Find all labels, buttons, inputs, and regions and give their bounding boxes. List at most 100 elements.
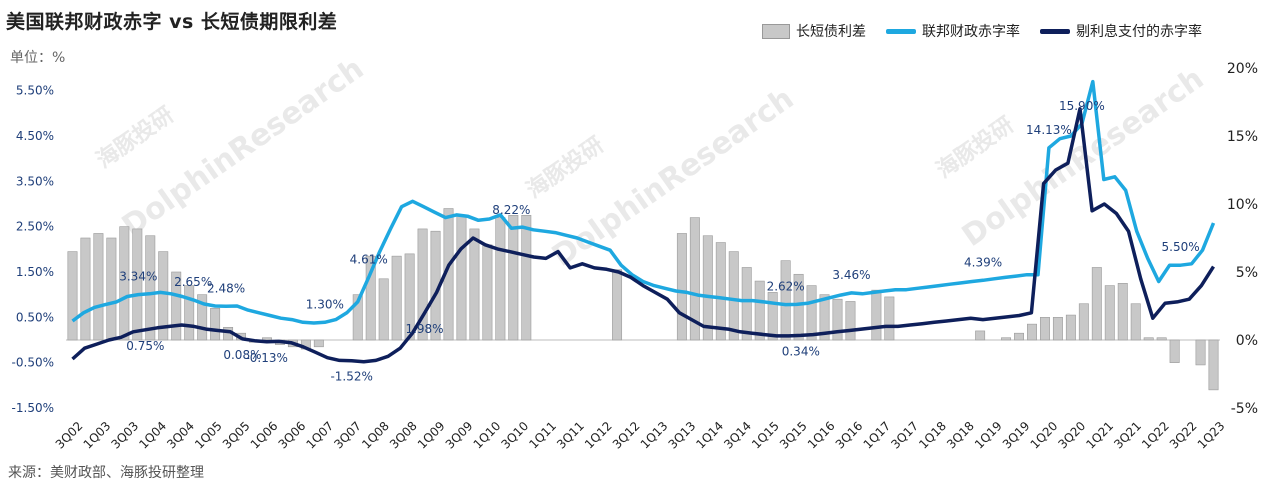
bar-spread [975,330,986,341]
bar-spread [93,233,104,341]
x-axis-tick: 1Q19 [972,419,1005,452]
x-axis-tick: 3Q17 [888,419,921,452]
bar-spread [495,217,506,341]
bar-spread [132,228,143,341]
line-deficit-rate [71,79,1216,325]
data-label: 0.34% [782,344,820,358]
x-axis-tick: 3Q14 [721,419,754,452]
x-axis-tick: 1Q14 [693,419,726,452]
bar-spread [689,217,700,341]
bar-spread [1052,317,1063,341]
bar-spread [197,294,208,341]
bar-spread [184,285,195,341]
bar-spread [469,228,480,341]
left-axis-tick: 0.50% [16,310,54,324]
left-axis-tick: -0.50% [12,356,54,370]
x-axis-tick: 1Q21 [1083,419,1116,452]
x-axis-tick: 1Q17 [861,419,894,452]
x-axis-tick: 3Q09 [443,419,476,452]
line-deficit-ex-interest [71,107,1215,364]
data-label: 0.75% [126,339,164,353]
bar-spread [1143,337,1154,341]
bar-spread [884,296,895,341]
legend-item-deficit-ex-interest: 剔利息支付的赤字率 [1040,21,1202,41]
x-axis-tick: 1Q06 [248,419,281,452]
bar-spread [391,255,402,341]
left-axis-tick: -1.50% [12,401,54,415]
right-axis-tick: 5% [1236,265,1258,281]
x-axis-tick: 3Q22 [1167,419,1200,452]
x-axis-tick: 1Q05 [192,419,225,452]
bar-spread [1065,314,1076,341]
left-axis-tick: 5.50% [16,84,54,98]
bar-spread [1208,339,1219,391]
bar-spread [404,253,415,341]
x-axis-tick: 1Q13 [638,419,671,452]
legend: 长短债利差 联邦财政赤字率 剔利息支付的赤字率 [762,21,1222,41]
legend-line-swatch-deficit [886,28,916,34]
x-axis-tick: 3Q02 [53,419,86,452]
data-label: 2.48% [207,281,245,295]
bar-spread [806,285,817,341]
x-axis-tick: 3Q11 [554,419,587,452]
x-axis-tick: 1Q18 [916,419,949,452]
x-axis-tick: 3Q20 [1056,419,1089,452]
bar-spread [456,215,467,341]
data-label: 4.61% [350,252,388,266]
x-axis-tick: 3Q21 [1111,419,1144,452]
source-note: 来源：美财政部、海豚投研整理 [8,465,204,481]
data-label: 4.39% [964,255,1002,269]
bar-spread [67,251,78,341]
x-axis-tick: 3Q19 [1000,419,1033,452]
bar-spread [1078,303,1089,341]
bar-spread [676,233,687,341]
right-axis-tick: 0% [1236,333,1258,349]
bar-spread [262,337,272,341]
bar-spread [106,237,117,341]
bar-spread [1130,303,1141,341]
x-axis-tick: 3Q18 [944,419,977,452]
x-axis-tick: 3Q08 [387,419,420,452]
right-axis-tick: 10% [1227,197,1258,213]
x-axis-tick: 3Q05 [220,419,253,452]
bar-spread [1104,285,1115,341]
data-label: 8.22% [492,203,530,217]
legend-label-spread: 长短债利差 [796,24,866,40]
x-axis-tick: 3Q06 [276,419,309,452]
x-axis-tick: 3Q16 [833,419,866,452]
left-axis-tick: 1.50% [16,265,54,279]
data-label: 2.65% [174,275,212,289]
x-axis-tick: 1Q20 [1028,419,1061,452]
x-axis-tick: 3Q15 [777,419,810,452]
data-label: 2.62% [767,280,805,294]
x-axis-tick: 1Q09 [415,419,448,452]
legend-item-spread: 长短债利差 [762,21,866,41]
data-label: 14.13% [1026,123,1072,137]
legend-label-deficit-ex-interest: 剔利息支付的赤字率 [1076,24,1202,40]
left-axis-tick: 4.50% [16,129,54,143]
data-label: 5.50% [1162,240,1200,254]
data-label: 0.08% [223,348,261,362]
bar-spread [171,271,182,341]
bar-spread [845,301,856,341]
legend-line-swatch-deficit-ex-interest [1040,28,1070,34]
right-axis-tick: 15% [1227,129,1258,145]
bar-spread [508,215,519,341]
data-label: 1.98% [405,322,443,336]
x-axis-tick: 3Q10 [498,419,531,452]
data-label: 1.30% [306,297,344,311]
bar-spread [1027,323,1037,341]
bar-spread [521,215,532,341]
data-label: 15.90% [1059,99,1105,113]
bar-spread [715,242,726,341]
bar-spread [1014,332,1024,341]
bar-spread [767,292,778,341]
bar-spread [741,267,752,341]
bar-spread [1195,339,1206,366]
legend-label-deficit: 联邦财政赤字率 [922,24,1020,40]
bar-spread [1001,337,1012,341]
bar-spread [612,269,623,341]
x-axis-tick: 1Q08 [359,419,392,452]
bar-spread [482,244,493,341]
x-axis-tick: 1Q11 [526,419,559,452]
